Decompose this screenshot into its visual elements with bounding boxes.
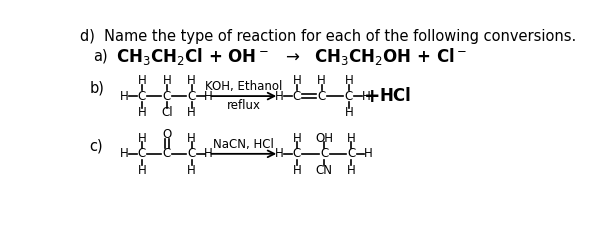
Text: H: H	[293, 164, 301, 177]
Text: C: C	[345, 90, 353, 103]
Text: a): a)	[93, 49, 108, 63]
Text: H: H	[293, 132, 301, 145]
Text: C: C	[188, 147, 196, 160]
Text: C: C	[138, 90, 146, 103]
Text: b): b)	[89, 81, 104, 96]
Text: H: H	[347, 164, 356, 177]
Text: H: H	[275, 90, 284, 103]
Text: H: H	[187, 74, 196, 87]
Text: H: H	[275, 147, 284, 160]
Text: reflux: reflux	[227, 99, 261, 112]
Text: C: C	[317, 90, 326, 103]
Text: +: +	[364, 87, 381, 105]
Text: KOH, Ethanol: KOH, Ethanol	[205, 80, 283, 93]
Text: H: H	[187, 106, 196, 119]
Text: H: H	[204, 147, 213, 160]
Text: Cl: Cl	[161, 106, 172, 119]
Text: d)  Name the type of reaction for each of the following conversions.: d) Name the type of reaction for each of…	[80, 29, 576, 44]
Text: CN: CN	[316, 164, 333, 177]
Text: H: H	[293, 74, 301, 87]
Text: H: H	[317, 74, 326, 87]
Text: C: C	[320, 147, 328, 160]
Text: OH: OH	[315, 132, 333, 145]
Text: O: O	[162, 128, 171, 141]
Text: H: H	[162, 74, 171, 87]
Text: H: H	[364, 147, 373, 160]
Text: C: C	[293, 90, 301, 103]
Text: H: H	[120, 90, 129, 103]
Text: C: C	[293, 147, 301, 160]
Text: H: H	[204, 90, 213, 103]
Text: C: C	[188, 90, 196, 103]
Text: H: H	[120, 147, 129, 160]
Text: c): c)	[89, 139, 103, 154]
Text: C: C	[138, 147, 146, 160]
Text: H: H	[187, 132, 196, 145]
Text: C: C	[347, 147, 355, 160]
Text: H: H	[137, 164, 146, 177]
Text: CH$_3$CH$_2$Cl + OH$^-$  $\rightarrow$  CH$_3$CH$_2$OH + Cl$^-$: CH$_3$CH$_2$Cl + OH$^-$ $\rightarrow$ CH…	[116, 46, 467, 67]
Text: HCl: HCl	[379, 87, 411, 105]
Text: NaCN, HCl: NaCN, HCl	[214, 138, 274, 151]
Text: H: H	[137, 74, 146, 87]
Text: H: H	[347, 132, 356, 145]
Text: H: H	[345, 106, 353, 119]
Text: H: H	[345, 74, 353, 87]
Text: C: C	[163, 90, 171, 103]
Text: H: H	[187, 164, 196, 177]
Text: H: H	[137, 106, 146, 119]
Text: H: H	[362, 90, 371, 103]
Text: H: H	[137, 132, 146, 145]
Text: C: C	[163, 147, 171, 160]
